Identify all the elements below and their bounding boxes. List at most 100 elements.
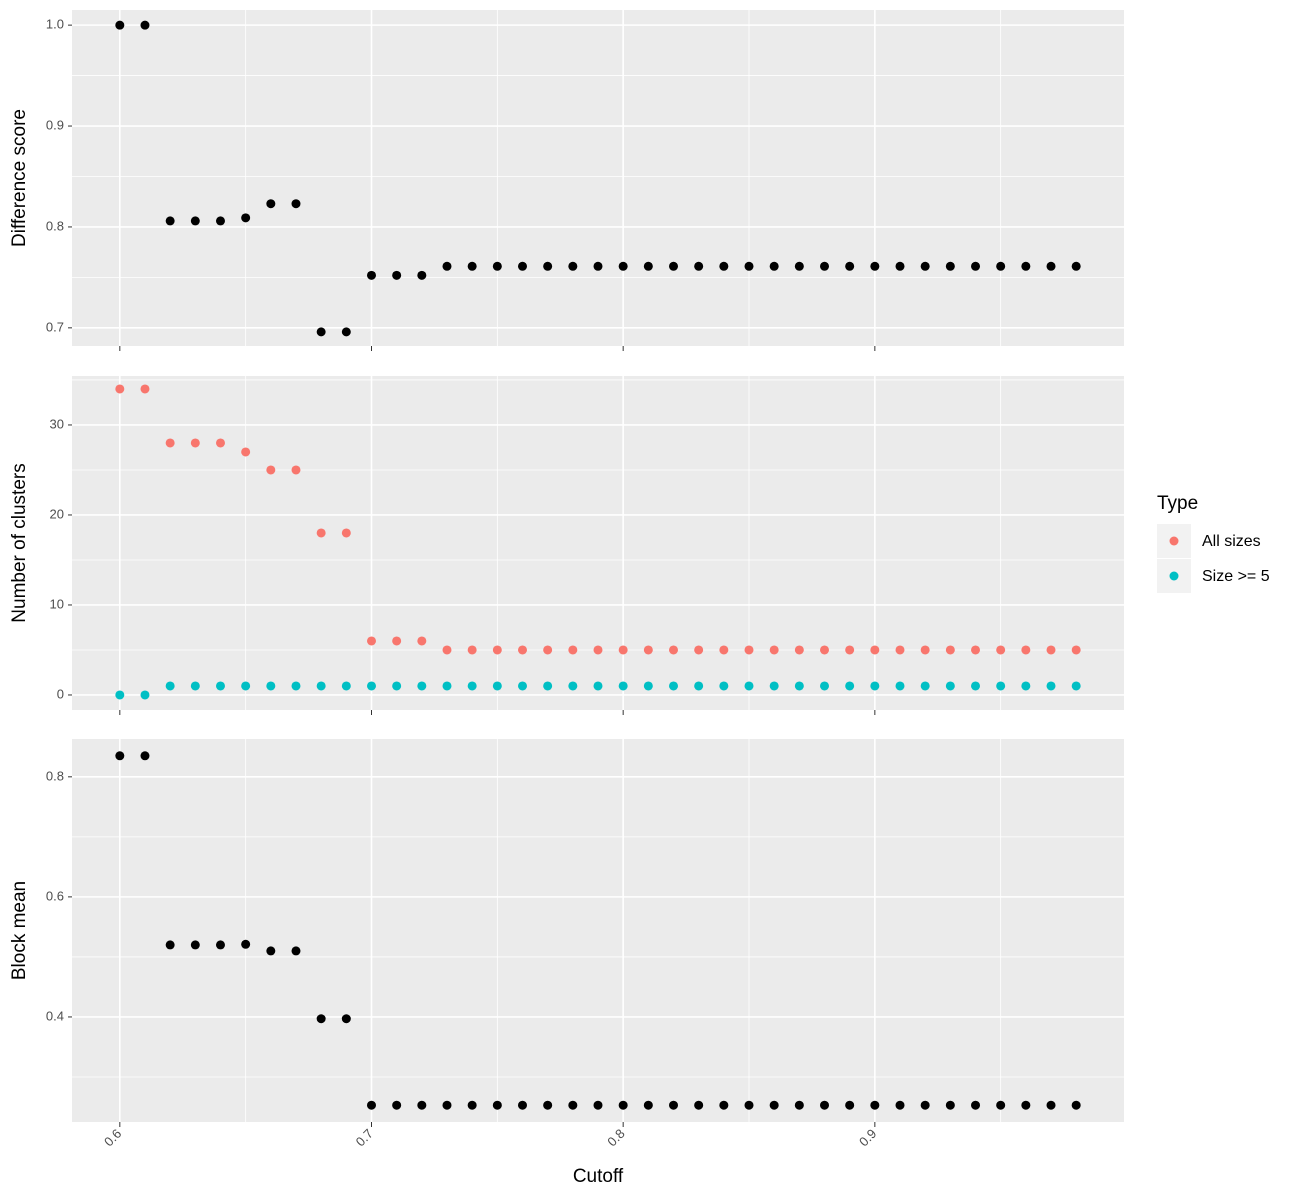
point (794, 681, 804, 691)
point (945, 1100, 955, 1110)
point (845, 681, 855, 691)
y-tick-label: 30 (50, 416, 64, 431)
point (769, 1100, 779, 1110)
point (643, 1100, 653, 1110)
y-tick-label: 20 (50, 506, 64, 521)
point (442, 645, 452, 655)
point (543, 1100, 553, 1110)
point (845, 1100, 855, 1110)
point (971, 1100, 981, 1110)
point (291, 681, 301, 691)
point (341, 681, 351, 691)
point (1021, 1100, 1031, 1110)
point (744, 261, 754, 271)
point (895, 261, 905, 271)
point (669, 261, 679, 271)
point (870, 1100, 880, 1110)
point (996, 645, 1006, 655)
point (165, 681, 175, 691)
point (996, 261, 1006, 271)
point (417, 681, 427, 691)
point (316, 1014, 326, 1024)
point (417, 1100, 427, 1110)
point (945, 261, 955, 271)
legend-title: Type (1157, 493, 1198, 514)
point (920, 1100, 930, 1110)
point (971, 261, 981, 271)
point (618, 1100, 628, 1110)
panel-background (72, 376, 1124, 710)
point (316, 327, 326, 337)
point (467, 261, 477, 271)
y-tick-label: 10 (50, 596, 64, 611)
point (593, 1100, 603, 1110)
point (820, 681, 830, 691)
point (1071, 645, 1081, 655)
y-tick-label: 0.6 (46, 888, 64, 903)
point (618, 261, 628, 271)
point (291, 465, 301, 475)
legend-marker (1169, 571, 1179, 581)
point (341, 327, 351, 337)
point (694, 645, 704, 655)
point (1021, 261, 1031, 271)
point (945, 681, 955, 691)
point (794, 645, 804, 655)
point (694, 681, 704, 691)
point (920, 261, 930, 271)
point (945, 645, 955, 655)
point (366, 681, 376, 691)
point (543, 261, 553, 271)
panel-background (72, 739, 1124, 1122)
point (316, 681, 326, 691)
point (190, 216, 200, 226)
y-axis-title: Difference score (9, 109, 30, 247)
y-axis-title: Block mean (9, 881, 30, 980)
point (920, 681, 930, 691)
point (744, 681, 754, 691)
point (669, 1100, 679, 1110)
y-tick-label: 0.8 (46, 768, 64, 783)
point (467, 645, 477, 655)
point (744, 645, 754, 655)
y-tick-label: 1.0 (46, 17, 64, 32)
point (618, 645, 628, 655)
point (593, 645, 603, 655)
point (190, 940, 200, 950)
point (366, 636, 376, 646)
point (442, 681, 452, 691)
point (694, 261, 704, 271)
point (845, 261, 855, 271)
point (241, 939, 251, 949)
y-tick-label: 0.9 (46, 117, 64, 132)
point (165, 216, 175, 226)
point (341, 1014, 351, 1024)
point (769, 261, 779, 271)
point (971, 645, 981, 655)
point (820, 645, 830, 655)
point (215, 216, 225, 226)
x-axis-title: Cutoff (573, 1166, 624, 1187)
point (1021, 645, 1031, 655)
point (669, 645, 679, 655)
point (719, 261, 729, 271)
y-axis-title: Number of clusters (9, 463, 30, 622)
point (1021, 681, 1031, 691)
point (215, 681, 225, 691)
point (1071, 261, 1081, 271)
point (291, 199, 301, 209)
point (1046, 1100, 1056, 1110)
point (1046, 681, 1056, 691)
point (190, 681, 200, 691)
point (165, 438, 175, 448)
point (618, 681, 628, 691)
point (996, 681, 1006, 691)
point (769, 645, 779, 655)
point (442, 1100, 452, 1110)
point (165, 940, 175, 950)
point (442, 261, 452, 271)
point (769, 681, 779, 691)
point (392, 681, 402, 691)
point (316, 528, 326, 538)
point (266, 946, 276, 956)
